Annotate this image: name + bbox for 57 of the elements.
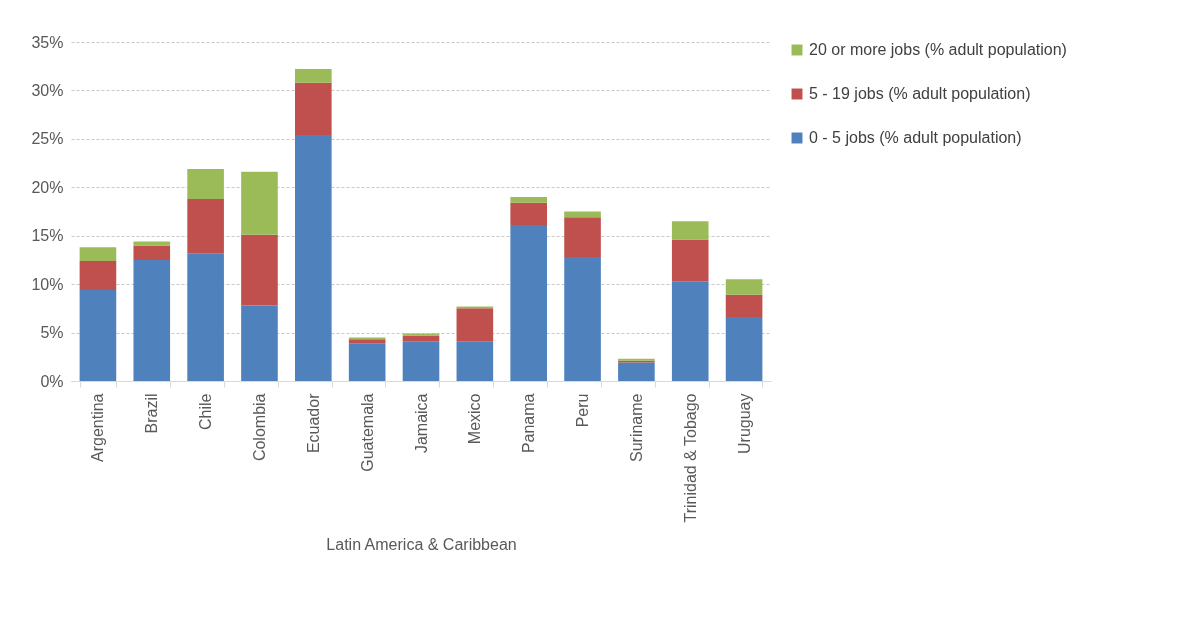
x-tick-label: Trinidad & Tobago <box>681 393 699 523</box>
bar <box>510 202 547 226</box>
x-tick-label: Guatemala <box>358 393 376 472</box>
bar <box>671 221 709 240</box>
x-tick-label: Suriname <box>627 393 645 462</box>
bar <box>79 247 117 261</box>
bar <box>295 82 332 135</box>
bar <box>295 69 332 83</box>
bar <box>510 225 547 381</box>
legend-label: 5 - 19 jobs (% adult population) <box>809 85 1031 102</box>
x-tick-label: Ecuador <box>304 392 322 454</box>
bar <box>402 335 440 342</box>
x-tick-label: Colombia <box>250 393 268 462</box>
bar <box>725 294 763 318</box>
bar <box>671 239 709 282</box>
bar <box>348 339 386 344</box>
y-tick-label: 20% <box>31 178 64 196</box>
x-tick-label: Chile <box>197 393 215 430</box>
y-tick-label: 30% <box>31 81 64 99</box>
bar <box>187 198 224 254</box>
bar <box>456 341 494 381</box>
bar <box>187 253 224 381</box>
x-axis-title: Latin America & Caribbean <box>326 535 517 553</box>
x-tick-label: Jamaica <box>412 393 430 454</box>
bar <box>725 317 763 381</box>
bar <box>564 257 601 381</box>
y-tick-label: 25% <box>31 130 64 148</box>
bar <box>618 362 655 381</box>
y-tick-label: 35% <box>31 33 64 51</box>
y-tick-label: 10% <box>31 275 64 293</box>
legend-label: 20 or more jobs (% adult population) <box>809 41 1067 58</box>
x-tick-label: Uruguay <box>735 393 753 454</box>
bar <box>456 308 494 342</box>
x-tick-label: Argentina <box>89 393 107 462</box>
bar <box>187 168 224 199</box>
bar <box>510 196 547 203</box>
bar <box>725 279 763 295</box>
bar <box>241 171 278 235</box>
bar <box>133 245 171 260</box>
bar <box>671 281 709 381</box>
x-tick-label: Mexico <box>466 393 484 445</box>
bar <box>79 289 117 381</box>
x-tick-label: Peru <box>574 393 592 428</box>
bar <box>348 343 386 381</box>
y-tick-label: 15% <box>31 227 64 245</box>
bar <box>402 341 440 381</box>
bar <box>241 305 278 381</box>
bar <box>79 260 117 290</box>
y-tick-label: 5% <box>40 324 64 342</box>
bar <box>295 134 332 381</box>
x-tick-label: Brazil <box>143 393 161 434</box>
legend-label: 0 - 5 jobs (% adult population) <box>809 129 1022 146</box>
x-tick-label: Panama <box>520 393 538 454</box>
bar <box>564 217 601 258</box>
y-tick-label: 0% <box>40 372 64 390</box>
bar <box>133 259 171 381</box>
bar <box>241 234 278 306</box>
